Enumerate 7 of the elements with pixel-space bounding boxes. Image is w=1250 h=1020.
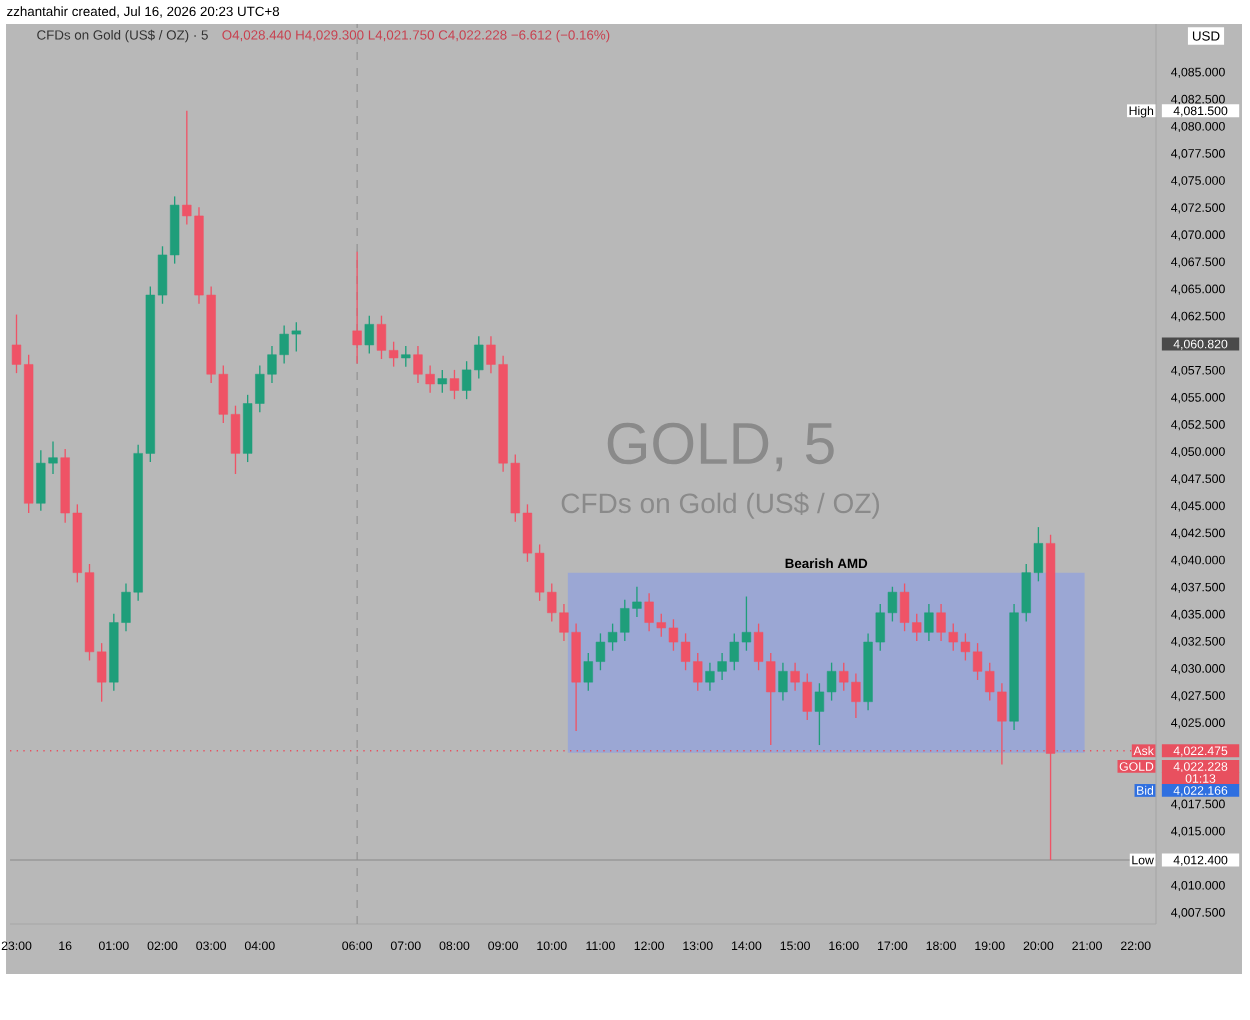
candlestick xyxy=(437,369,447,394)
candlestick xyxy=(924,603,934,642)
candlestick xyxy=(352,251,362,365)
candlestick xyxy=(401,345,411,368)
candlestick xyxy=(364,315,374,355)
candlestick xyxy=(778,661,788,702)
candlestick xyxy=(449,369,460,400)
